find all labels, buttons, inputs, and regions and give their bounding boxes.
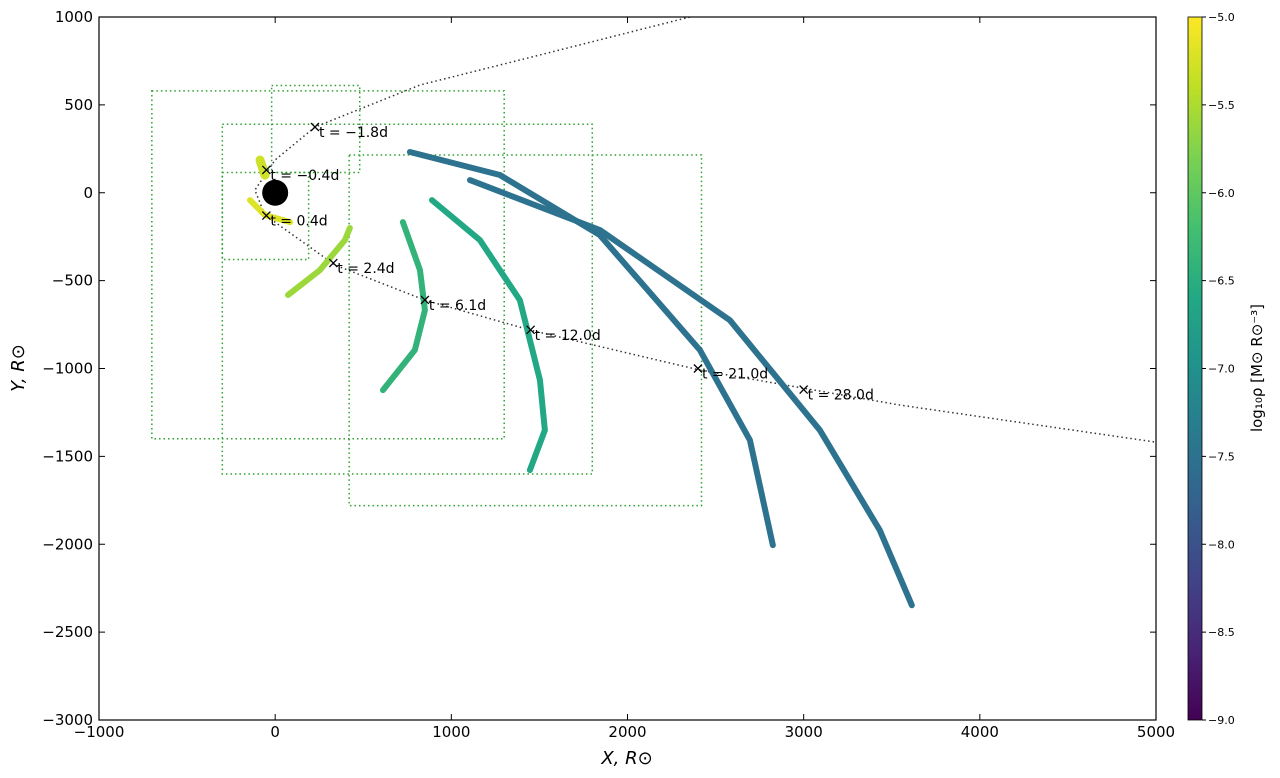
colorbar-tick-label: −6.5 xyxy=(1208,275,1235,288)
plot-area: t = −1.8d t = −0.4d t = 0.4d t = 2.4d t = 6.… xyxy=(151,17,1156,609)
time-label: t = −1.8d xyxy=(319,125,388,141)
y-tick-label: −2000 xyxy=(42,535,93,553)
time-label: t = 12.0d xyxy=(535,328,601,344)
colorbar-tick-label: −7.5 xyxy=(1208,450,1235,463)
colorbar-tick-label: −8.5 xyxy=(1208,626,1235,639)
time-marker xyxy=(799,385,809,395)
time-marker xyxy=(420,295,430,305)
orbit xyxy=(254,17,1156,443)
grid-box xyxy=(151,90,505,440)
time-marker xyxy=(526,325,536,335)
time-label: t = 0.4d xyxy=(270,214,327,230)
grid-box xyxy=(221,123,594,475)
debris-stream xyxy=(379,219,428,394)
colorbar-tick-label: −8.0 xyxy=(1208,538,1235,551)
time-marker xyxy=(693,364,703,373)
time-marker xyxy=(261,165,271,175)
y-tick-label: −3000 xyxy=(42,711,93,729)
colorbar xyxy=(1187,16,1203,721)
time-marker xyxy=(310,122,320,132)
black-hole xyxy=(262,179,289,206)
colorbar-tick-label: −5.0 xyxy=(1208,11,1235,24)
plot-frame xyxy=(98,16,1157,721)
time-label: t = 21.0d xyxy=(702,367,768,383)
x-tick-label: 2000 xyxy=(608,723,646,741)
colorbar-tick-label: −7.0 xyxy=(1208,363,1235,376)
debris-stream xyxy=(467,177,915,609)
y-tick-label: 500 xyxy=(64,96,93,114)
time-label: t = −0.4d xyxy=(270,168,339,184)
y-tick-label: −500 xyxy=(52,272,93,290)
y-tick-label: −1500 xyxy=(42,447,93,465)
time-label: t = 2.4d xyxy=(337,261,394,277)
x-tick-label: 4000 xyxy=(961,723,999,741)
time-marker xyxy=(328,258,338,268)
x-tick-label: −1000 xyxy=(74,723,125,741)
x-tick-label: 5000 xyxy=(1137,723,1175,741)
debris-stream xyxy=(285,225,353,299)
x-tick-label: 3000 xyxy=(785,723,823,741)
time-label: t = 28.0d xyxy=(808,388,874,404)
grid-box xyxy=(348,154,703,507)
grid-box xyxy=(270,84,361,174)
x-axis-label: X, R⊙ xyxy=(600,748,652,769)
colorbar-tick-label: −5.5 xyxy=(1208,99,1235,112)
y-tick-label: 1000 xyxy=(55,8,93,26)
colorbar-tick-label: −6.0 xyxy=(1208,187,1235,200)
x-tick-label: 1000 xyxy=(432,723,470,741)
debris-stream xyxy=(428,197,548,474)
colorbar-label: log₁₀ρ [M⊙ R⊙⁻³] xyxy=(1248,304,1266,432)
y-axis-label: Y, R⊙ xyxy=(8,344,29,392)
colorbar-tick-label: −9.0 xyxy=(1208,714,1235,727)
time-marker xyxy=(261,211,271,221)
x-tick-label: 0 xyxy=(270,723,280,741)
y-tick-label: 0 xyxy=(83,184,93,202)
debris-stream xyxy=(406,148,776,549)
y-tick-label: −2500 xyxy=(42,623,93,641)
time-label: t = 6.1d xyxy=(429,298,486,314)
grid-box xyxy=(221,171,310,261)
y-tick-label: −1000 xyxy=(42,360,93,378)
